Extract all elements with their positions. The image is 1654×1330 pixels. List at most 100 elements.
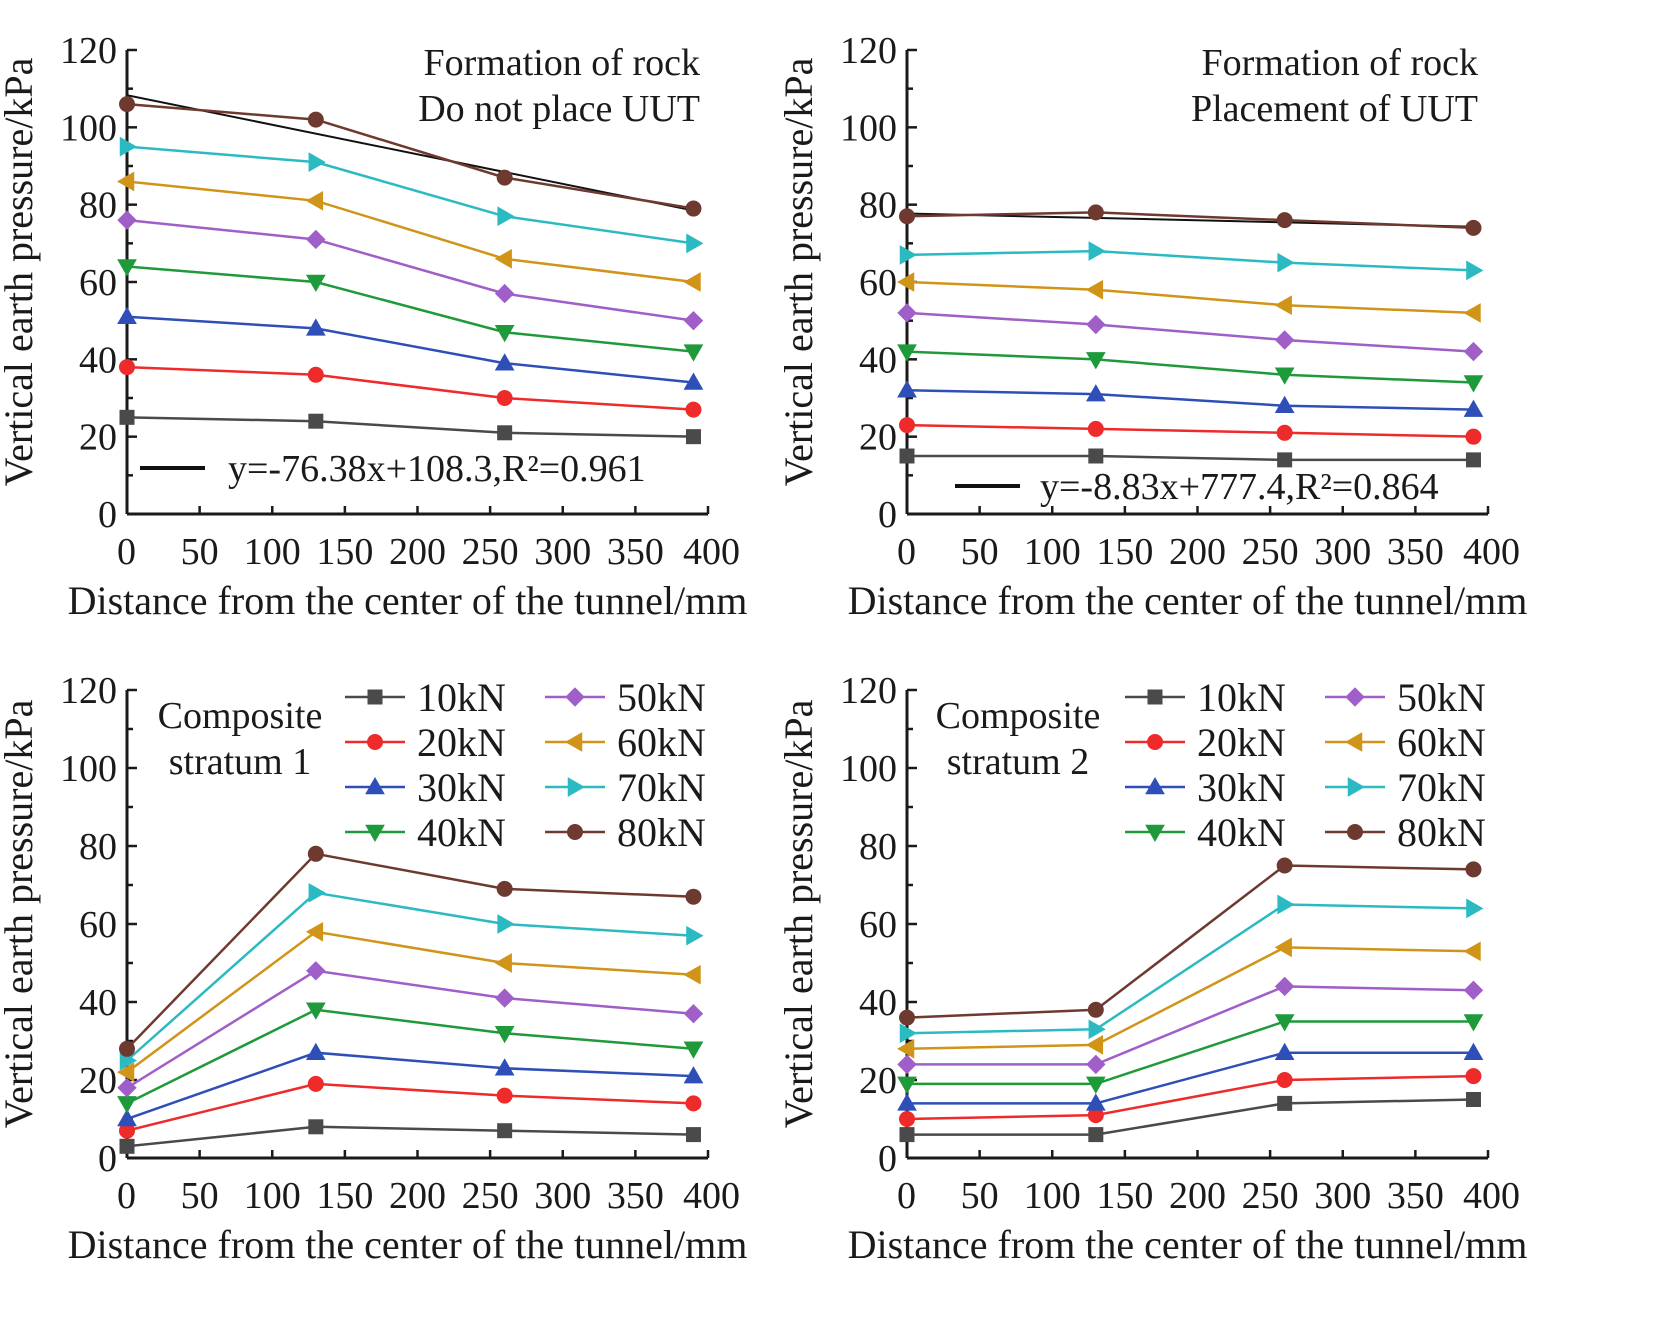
- data-point-50kN: [1463, 341, 1484, 362]
- legend-item-70kN: 70kN: [545, 765, 706, 810]
- data-point-20kN: [307, 1075, 324, 1092]
- data-point-70kN: [1088, 241, 1106, 261]
- data-point-20kN: [119, 359, 135, 376]
- data-point-30kN: [1463, 1042, 1484, 1060]
- legend-item-60kN: 60kN: [1325, 720, 1486, 765]
- series-80kN: [119, 845, 702, 1057]
- data-point-40kN: [1463, 1014, 1484, 1032]
- data-point-40kN: [1274, 1014, 1295, 1032]
- data-point-70kN: [686, 233, 704, 254]
- data-point-10kN: [899, 1127, 915, 1143]
- data-point-70kN: [1466, 898, 1484, 919]
- data-point-10kN: [1088, 1127, 1104, 1143]
- x-tick-label: 250: [1242, 1175, 1299, 1217]
- x-axis-title: Distance from the center of the tunnel/m…: [848, 578, 1528, 623]
- data-point-40kN: [683, 1041, 704, 1059]
- series-30kN: [117, 306, 704, 390]
- x-tick-label: 300: [534, 1175, 591, 1217]
- series-40kN: [897, 1014, 1484, 1094]
- legend-marker: [565, 687, 585, 707]
- legend-marker: [1147, 734, 1163, 750]
- data-point-20kN: [1465, 1068, 1482, 1085]
- data-point-60kN: [494, 248, 512, 269]
- data-point-60kN: [896, 1038, 915, 1059]
- series-line-80kN: [906, 211, 1474, 230]
- data-point-20kN: [496, 390, 513, 406]
- data-point-40kN: [1085, 1076, 1106, 1094]
- data-point-70kN: [497, 914, 515, 934]
- data-point-80kN: [1087, 1001, 1104, 1018]
- series-20kN: [119, 1075, 702, 1139]
- data-point-40kN: [1463, 375, 1484, 393]
- legend-marker: [367, 734, 383, 750]
- data-point-80kN: [496, 880, 513, 897]
- series-20kN: [899, 1068, 1482, 1127]
- data-point-40kN: [1274, 367, 1295, 385]
- x-tick-label: 250: [462, 531, 519, 573]
- x-tick-label: 150: [1096, 531, 1153, 573]
- y-axis-title: Vertical earth pressure/kPa: [0, 57, 41, 486]
- series-line-10kN: [907, 454, 1474, 462]
- data-point-70kN: [497, 206, 515, 227]
- data-point-40kN: [494, 325, 515, 343]
- series-40kN: [117, 1002, 704, 1114]
- legend-marker: [567, 824, 583, 840]
- x-tick-label: 200: [389, 1175, 446, 1217]
- panel-annotation: Composite: [158, 695, 323, 737]
- x-tick-label: 100: [244, 1175, 301, 1217]
- y-tick-label: 120: [840, 670, 897, 712]
- data-point-30kN: [897, 1093, 917, 1111]
- data-point-10kN: [119, 1138, 135, 1154]
- legend-marker: [1147, 689, 1163, 705]
- data-point-60kN: [1274, 295, 1292, 316]
- y-tick-label: 60: [79, 904, 117, 946]
- y-tick-label: 80: [79, 826, 117, 868]
- data-point-60kN: [683, 272, 701, 292]
- legend-label: 40kN: [1197, 810, 1286, 855]
- series-70kN: [119, 136, 704, 254]
- data-point-80kN: [496, 169, 513, 186]
- panel-annotation: Composite: [936, 695, 1101, 737]
- x-tick-label: 400: [1463, 1175, 1520, 1217]
- data-point-30kN: [1274, 1042, 1295, 1060]
- data-point-80kN: [1465, 219, 1482, 236]
- legend-label: 30kN: [417, 765, 506, 810]
- x-tick-label: 50: [961, 531, 999, 573]
- x-axis-title: Distance from the center of the tunnel/m…: [68, 578, 748, 623]
- series-30kN: [117, 1042, 704, 1127]
- y-tick-label: 40: [79, 339, 117, 381]
- data-point-20kN: [1276, 424, 1293, 441]
- x-tick-label: 200: [1169, 531, 1226, 573]
- x-tick-label: 300: [534, 531, 591, 573]
- x-tick-label: 0: [117, 531, 136, 573]
- x-tick-label: 100: [1024, 1175, 1081, 1217]
- data-point-10kN: [497, 1123, 513, 1139]
- data-point-70kN: [119, 136, 138, 157]
- series-line-20kN: [126, 1082, 694, 1132]
- series-50kN: [117, 210, 704, 331]
- series-line-50kN: [126, 969, 694, 1089]
- data-point-40kN: [897, 1076, 917, 1094]
- legend-marker: [1344, 732, 1363, 752]
- series-line-20kN: [906, 423, 1474, 438]
- legend-marker: [1145, 824, 1165, 843]
- series-60kN: [896, 272, 1481, 323]
- series-30kN: [897, 380, 1484, 417]
- data-point-30kN: [305, 1042, 326, 1060]
- y-tick-label: 20: [79, 1060, 117, 1102]
- data-point-20kN: [307, 366, 324, 383]
- data-point-70kN: [686, 925, 704, 946]
- legend-marker: [564, 732, 583, 752]
- data-point-70kN: [1466, 260, 1484, 281]
- series-line-70kN: [126, 145, 694, 245]
- data-point-50kN: [897, 1054, 917, 1075]
- data-point-30kN: [1274, 395, 1295, 413]
- data-point-20kN: [1087, 420, 1104, 437]
- series-line-60kN: [126, 180, 694, 284]
- panel-annotation: Formation of rock: [423, 42, 700, 84]
- fit-equation-label: y=-8.83x+777.4,R²=0.864: [1040, 466, 1439, 508]
- y-tick-label: 40: [79, 982, 117, 1024]
- data-point-10kN: [899, 448, 915, 464]
- data-point-70kN: [899, 1023, 918, 1044]
- series-80kN: [899, 857, 1482, 1026]
